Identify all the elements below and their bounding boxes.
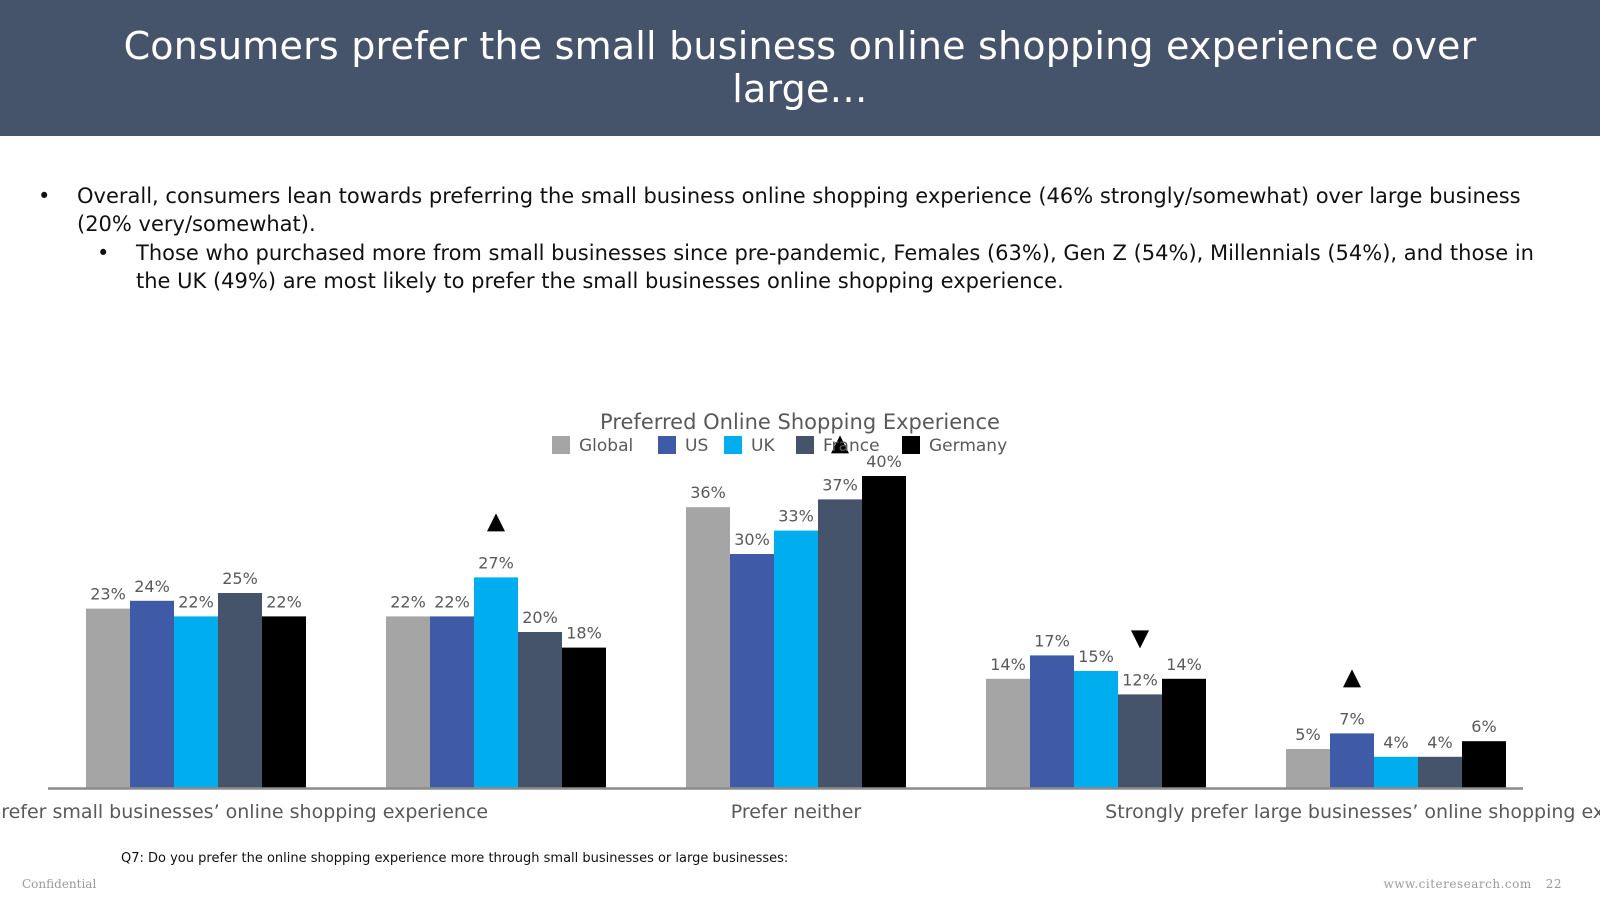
- bar-value-label: 4%: [1383, 733, 1408, 752]
- bar-global-2: [686, 507, 730, 788]
- legend-swatch-global: [552, 436, 570, 454]
- bar-uk-0: [174, 616, 218, 788]
- bar-uk-4: [1374, 756, 1418, 788]
- bullet-dot-icon: •: [38, 184, 51, 208]
- bar-france-2: [818, 499, 862, 788]
- legend-swatch-germany: [902, 436, 920, 454]
- bar-value-label: 4%: [1427, 733, 1452, 752]
- bar-france-4: [1418, 756, 1462, 788]
- significance-up-icon: [487, 513, 505, 532]
- bar-chart: 23% 24% 22% 25% 22% 22% 22% 27% 20% 18% 36% 30% 33% 3…: [0, 410, 1600, 823]
- bar-germany-3: [1162, 678, 1206, 788]
- legend-swatch-uk: [724, 436, 742, 454]
- bar-value-label: 40%: [866, 452, 902, 471]
- legend-label-global: Global: [579, 436, 633, 456]
- page-title: Consumers prefer the small business onli…: [123, 24, 1477, 111]
- significance-up-icon: [1343, 669, 1361, 688]
- bar-value-label: 7%: [1339, 709, 1364, 728]
- bar-value-label: 17%: [1034, 631, 1070, 650]
- legend-swatch-france: [796, 436, 814, 454]
- significance-down-icon: [1131, 630, 1149, 649]
- legend-swatch-us: [658, 436, 676, 454]
- bar-global-4: [1286, 749, 1330, 788]
- bar-us-1: [430, 616, 474, 788]
- bar-value-label: 22%: [390, 592, 426, 611]
- bar-value-label: 27%: [478, 553, 514, 572]
- legend-label-france: France: [823, 436, 880, 456]
- bar-us-4: [1330, 733, 1374, 788]
- bar-value-label: 24%: [134, 577, 170, 596]
- bar-us-3: [1030, 655, 1074, 788]
- bar-france-0: [218, 593, 262, 788]
- bar-value-label: 14%: [1166, 655, 1202, 674]
- survey-question: Q7: Do you prefer the online shopping ex…: [121, 851, 789, 866]
- bar-germany-0: [262, 616, 306, 788]
- bar-value-label: 22%: [434, 592, 470, 611]
- bar-value-label: 5%: [1295, 725, 1320, 744]
- legend-label-germany: Germany: [929, 436, 1007, 456]
- bullet-item: • Overall, consumers lean towards prefer…: [38, 182, 1568, 238]
- bar-value-label: 20%: [522, 608, 558, 627]
- bar-uk-3: [1074, 671, 1118, 788]
- bar-value-label: 12%: [1122, 670, 1158, 689]
- bullet-list: • Overall, consumers lean towards prefer…: [38, 182, 1568, 295]
- bar-global-3: [986, 678, 1030, 788]
- bar-germany-2: [862, 476, 906, 788]
- sub-bullet-text: Those who purchased more from small busi…: [136, 241, 1534, 293]
- bar-global-1: [386, 616, 430, 788]
- footer-site: www.citeresearch.com 22: [1383, 877, 1562, 891]
- bar-value-label: 36%: [690, 483, 726, 502]
- significance-up-icon: [831, 435, 849, 454]
- confidential-label: Confidential: [22, 877, 97, 891]
- bullet-text: Overall, consumers lean towards preferri…: [77, 184, 1521, 236]
- website-label: www.citeresearch.com: [1383, 877, 1532, 891]
- bar-uk-2: [774, 530, 818, 788]
- category-label: Strongly prefer large businesses’ online…: [1105, 801, 1600, 823]
- category-label: Strongly prefer small businesses’ online…: [0, 801, 488, 823]
- bar-france-3: [1118, 694, 1162, 788]
- bar-germany-1: [562, 647, 606, 788]
- bar-value-label: 22%: [266, 592, 302, 611]
- legend-label-uk: UK: [751, 436, 775, 456]
- bar-germany-4: [1462, 741, 1506, 788]
- sub-bullet-item: • Those who purchased more from small bu…: [38, 239, 1568, 295]
- bar-uk-1: [474, 577, 518, 788]
- bar-value-label: 25%: [222, 569, 258, 588]
- page-number: 22: [1545, 877, 1562, 891]
- bar-value-label: 30%: [734, 530, 770, 549]
- legend-label-us: US: [685, 436, 708, 456]
- bar-us-2: [730, 554, 774, 788]
- bar-value-label: 23%: [90, 585, 126, 604]
- category-label: Prefer neither: [731, 801, 862, 823]
- title-banner: Consumers prefer the small business onli…: [0, 0, 1600, 136]
- bullet-dot-icon: •: [97, 241, 110, 265]
- bar-us-0: [130, 600, 174, 788]
- bar-value-label: 6%: [1471, 717, 1496, 736]
- bar-value-label: 37%: [822, 475, 858, 494]
- bar-value-label: 33%: [778, 507, 814, 526]
- bar-value-label: 18%: [566, 624, 602, 643]
- chart-title: Preferred Online Shopping Experience: [600, 410, 1000, 434]
- bar-global-0: [86, 608, 130, 788]
- bar-france-1: [518, 632, 562, 788]
- bar-value-label: 14%: [990, 655, 1026, 674]
- bar-value-label: 22%: [178, 592, 214, 611]
- bar-value-label: 15%: [1078, 647, 1114, 666]
